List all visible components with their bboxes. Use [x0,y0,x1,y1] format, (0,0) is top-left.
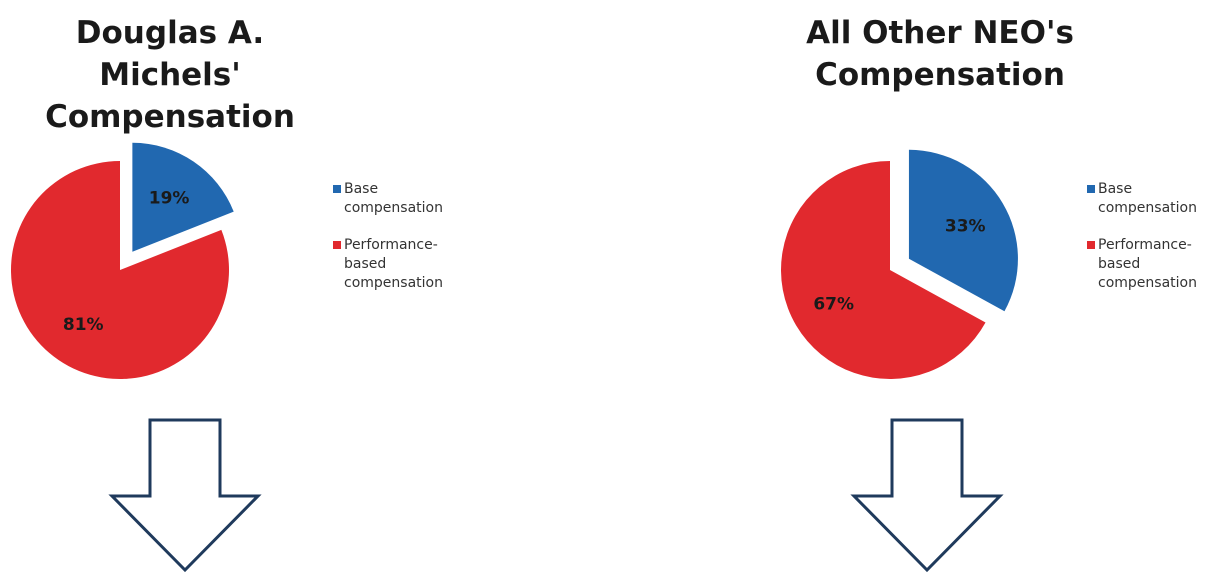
pie-chart-right: 33% 67% [781,149,1018,379]
legend-left: Base compensation Performance-based comp… [333,180,454,311]
legend-item-base: Base compensation [333,180,454,218]
pie-slice-performance [10,161,230,379]
legend-label-performance: Performance-based compensation [344,237,443,291]
legend-item-performance: Performance-based compensation [1087,236,1208,293]
data-label-base: 19% [149,189,190,209]
down-arrow-icon [850,418,1004,573]
legend-swatch-base [1087,185,1095,193]
pie-slice-base [908,149,1018,312]
chart-title-right: All Other NEO's Compensation [795,12,1085,96]
legend-swatch-performance [1087,241,1095,249]
chart-title-left: Douglas A. Michels' Compensation [10,12,330,138]
chart-title-right-text: All Other NEO's Compensation [806,15,1074,93]
legend-item-performance: Performance-based compensation [333,236,454,293]
legend-right: Base compensation Performance-based comp… [1087,180,1208,311]
data-label-base: 33% [945,217,986,237]
down-arrow-icon [108,418,262,573]
legend-label-base: Base compensation [344,181,443,216]
chart-panel-left: Douglas A. Michels' Compensation 19% 81% … [0,0,600,573]
chart-title-left-text: Douglas A. Michels' Compensation [45,15,295,135]
data-label-performance: 81% [63,315,104,335]
data-label-performance: 67% [813,294,854,314]
legend-label-performance: Performance-based compensation [1098,237,1197,291]
legend-item-base: Base compensation [1087,180,1208,218]
pie-slice-base [132,142,234,252]
legend-swatch-performance [333,241,341,249]
pie-slice-performance [781,161,986,379]
legend-swatch-base [333,185,341,193]
legend-label-base: Base compensation [1098,181,1197,216]
pie-chart-left: 19% 81% [10,142,234,379]
chart-panel-right: All Other NEO's Compensation 33% 67% Base… [600,0,1212,573]
